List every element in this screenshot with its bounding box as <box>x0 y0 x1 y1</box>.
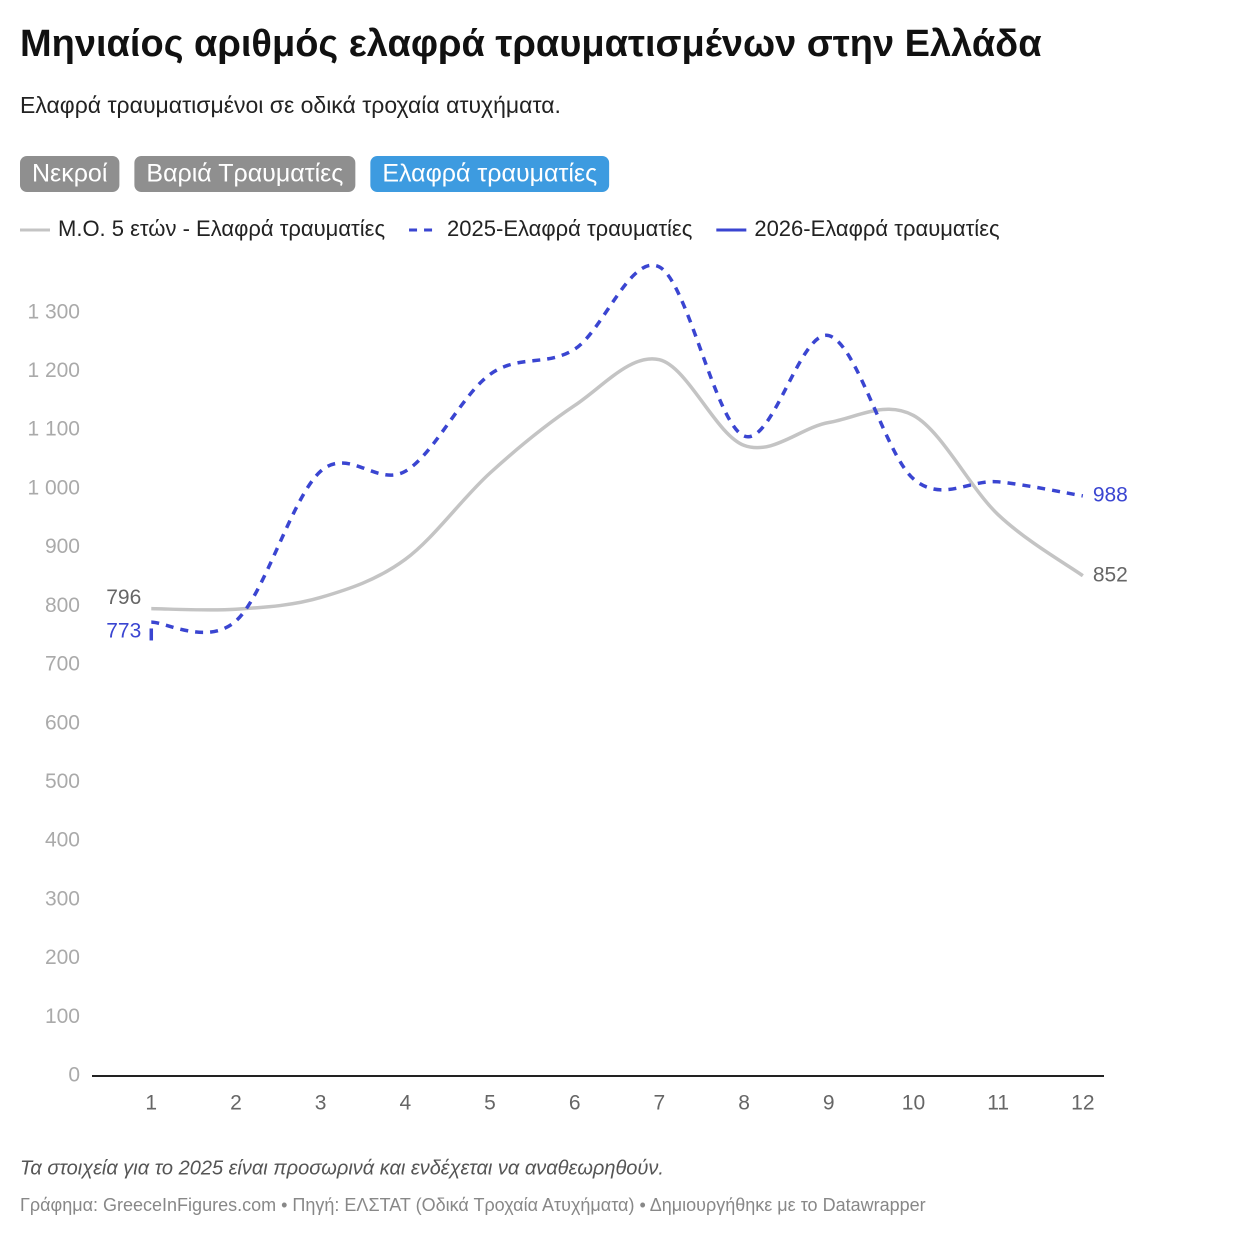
y-tick-label: 1 000 <box>27 476 80 499</box>
button-bg <box>134 156 356 192</box>
y-tick-label: 800 <box>45 594 80 617</box>
y-tick-label: 400 <box>45 829 80 852</box>
y-tick-label: 300 <box>45 887 80 910</box>
legend-label: 2026-Ελαφρά τραυματίες <box>754 216 999 241</box>
y-tick-label: 900 <box>45 535 80 558</box>
data-label: 852 <box>1093 563 1128 586</box>
x-tick-label: 9 <box>823 1092 835 1115</box>
data-label: 773 <box>106 620 141 643</box>
x-tick-label: 2 <box>230 1092 242 1115</box>
legend-label: Μ.Ο. 5 ετών - Ελαφρά τραυματίες <box>58 216 385 241</box>
y-tick-label: 600 <box>45 711 80 734</box>
footer: Γράφημα: GreeceInFigures.com • Πηγή: ΕΛΣ… <box>20 1195 926 1215</box>
button-bg <box>20 156 120 192</box>
series-line <box>151 357 1084 612</box>
filter-button[interactable]: Νεκροί <box>20 156 120 192</box>
x-tick-label: 5 <box>484 1092 496 1115</box>
button-label: Νεκροί <box>32 160 108 188</box>
x-tick-label: 3 <box>315 1092 327 1115</box>
y-tick-label: 0 <box>68 1064 80 1087</box>
x-tick-label: 8 <box>738 1092 750 1115</box>
x-tick-label: 4 <box>399 1092 411 1115</box>
x-tick-label: 12 <box>1071 1092 1094 1115</box>
x-tick-label: 6 <box>569 1092 581 1115</box>
button-bg <box>370 156 610 192</box>
x-tick-label: 10 <box>902 1092 925 1115</box>
button-label: Ελαφρά τραυματίες <box>382 160 597 188</box>
y-tick-label: 500 <box>45 770 80 793</box>
legend-label: 2025-Ελαφρά τραυματίες <box>447 216 692 241</box>
data-label: 796 <box>106 586 141 609</box>
y-tick-label: 1 100 <box>27 418 80 441</box>
y-tick-label: 700 <box>45 653 80 676</box>
x-tick-label: 1 <box>145 1092 157 1115</box>
y-tick-label: 1 200 <box>27 359 80 382</box>
x-tick-label: 7 <box>654 1092 666 1115</box>
note: Τα στοιχεία για το 2025 είναι προσωρινά … <box>20 1157 664 1179</box>
filter-button[interactable]: Ελαφρά τραυματίες <box>370 156 610 192</box>
chart-title: Μηνιαίος αριθμός ελαφρά τραυματισμένων σ… <box>20 23 1042 65</box>
data-label: 988 <box>1093 483 1128 506</box>
button-label: Βαριά Τραυματίες <box>146 160 343 188</box>
filter-button[interactable]: Βαριά Τραυματίες <box>134 156 356 192</box>
y-tick-label: 100 <box>45 1005 80 1028</box>
series-line <box>151 263 1084 635</box>
x-tick-label: 11 <box>987 1092 1009 1115</box>
chart-subtitle: Ελαφρά τραυματισμένοι σε οδικά τροχαία α… <box>20 92 561 118</box>
y-tick-label: 1 300 <box>27 300 80 323</box>
y-tick-label: 200 <box>45 946 80 969</box>
